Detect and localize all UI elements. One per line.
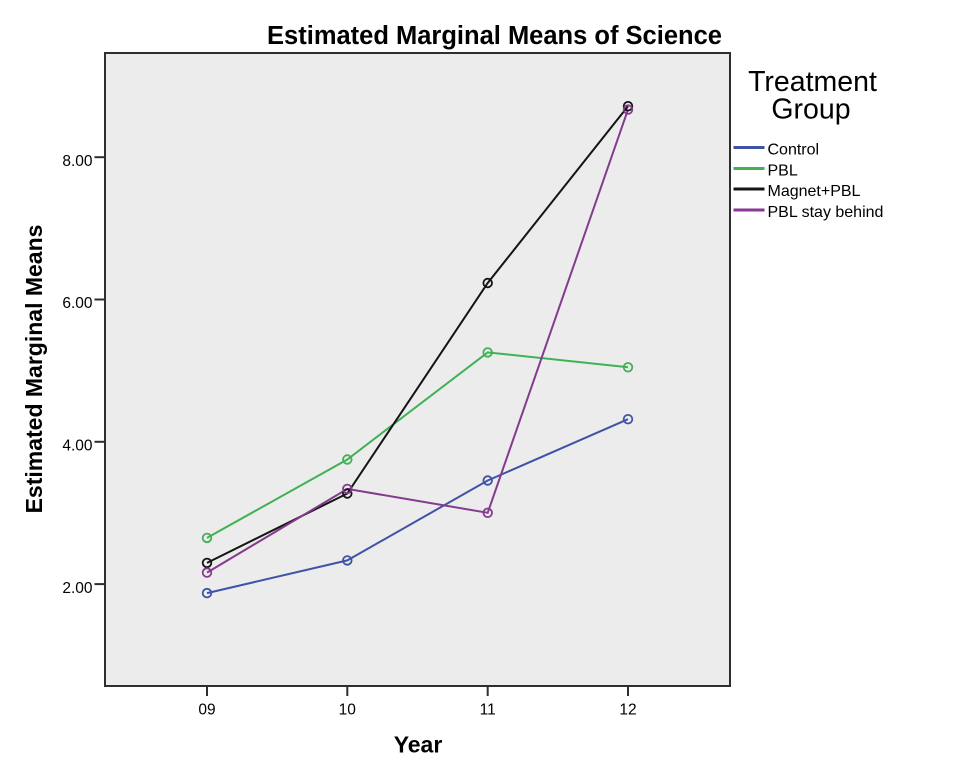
svg-text:09: 09 xyxy=(198,702,215,719)
svg-text:Estimated Marginal Means of Sc: Estimated Marginal Means of Science xyxy=(267,22,722,50)
svg-text:PBL stay behind: PBL stay behind xyxy=(768,204,884,221)
svg-text:12: 12 xyxy=(619,702,636,719)
svg-text:8.00: 8.00 xyxy=(62,153,93,170)
svg-text:Treatment: Treatment xyxy=(748,66,877,98)
svg-text:Group: Group xyxy=(771,94,850,126)
svg-text:Control: Control xyxy=(768,142,820,159)
svg-text:4.00: 4.00 xyxy=(62,438,93,455)
svg-text:10: 10 xyxy=(339,702,357,719)
svg-text:Year: Year xyxy=(394,732,443,758)
svg-text:Estimated Marginal Means: Estimated Marginal Means xyxy=(21,225,47,514)
svg-text:Magnet+PBL: Magnet+PBL xyxy=(768,183,861,200)
svg-text:PBL: PBL xyxy=(768,163,798,180)
svg-text:2.00: 2.00 xyxy=(62,580,93,597)
svg-text:6.00: 6.00 xyxy=(62,295,93,312)
svg-text:11: 11 xyxy=(480,702,496,719)
